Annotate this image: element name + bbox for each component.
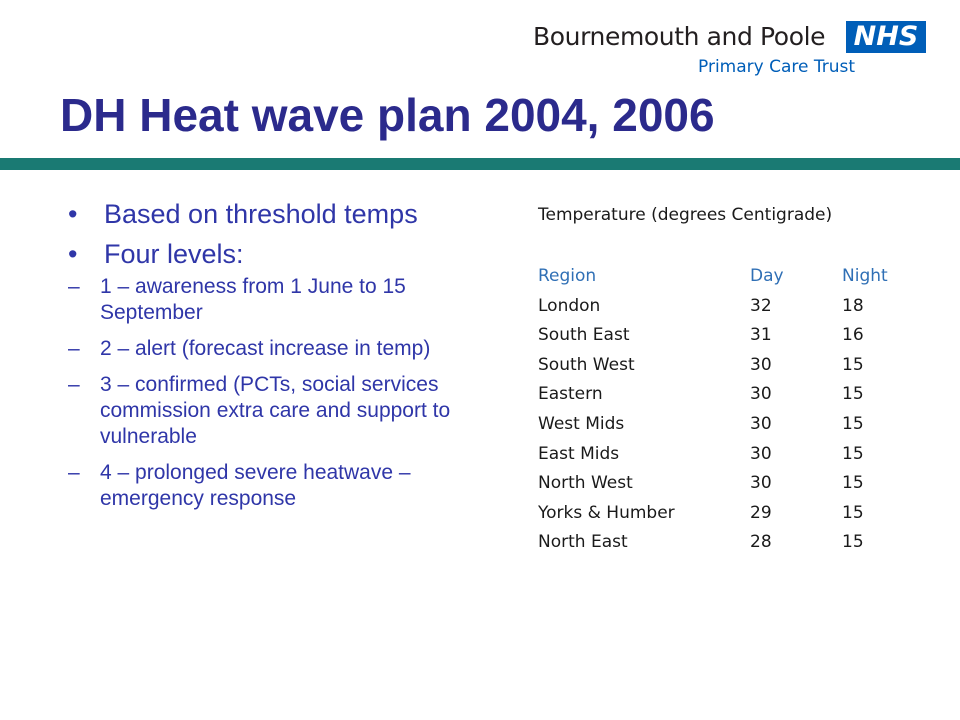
- table-row: London 32 18: [538, 292, 918, 322]
- cell-region: London: [538, 295, 601, 316]
- header-day: Day: [750, 266, 784, 286]
- cell-night: 16: [842, 325, 864, 346]
- dash-marker: –: [68, 373, 80, 396]
- cell-night: 15: [842, 354, 864, 375]
- table-row: South West 30 15: [538, 351, 918, 381]
- cell-day: 30: [750, 384, 772, 405]
- bullet-item: • Four levels: – 1 – awareness from 1 Ju…: [68, 236, 508, 512]
- dash-marker: –: [68, 275, 80, 298]
- table-row: Yorks & Humber 29 15: [538, 499, 918, 529]
- dash-marker: –: [68, 461, 80, 484]
- sub-bullet-text: 3 – confirmed (PCTs, social services com…: [100, 373, 451, 448]
- logo-org-name: Bournemouth and Poole: [533, 22, 826, 51]
- sub-bullet-item: – 4 – prolonged severe heatwave – emerge…: [68, 460, 508, 512]
- cell-day: 29: [750, 502, 772, 523]
- sub-bullet-list: – 1 – awareness from 1 June to 15 Septem…: [68, 274, 508, 512]
- cell-region: Yorks & Humber: [538, 502, 675, 523]
- table-row: North West 30 15: [538, 469, 918, 499]
- cell-region: South West: [538, 354, 635, 375]
- sub-bullet-item: – 2 – alert (forecast increase in temp): [68, 336, 508, 362]
- cell-region: East Mids: [538, 443, 620, 464]
- cell-day: 30: [750, 443, 772, 464]
- table-row: North East 28 15: [538, 528, 918, 558]
- table-row: Eastern 30 15: [538, 380, 918, 410]
- table-row: South East 31 16: [538, 321, 918, 351]
- cell-night: 18: [842, 295, 864, 316]
- cell-night: 15: [842, 443, 864, 464]
- cell-day: 32: [750, 295, 772, 316]
- bullet-list: • Based on threshold temps • Four levels…: [68, 196, 508, 522]
- cell-night: 15: [842, 473, 864, 494]
- cell-night: 15: [842, 413, 864, 434]
- cell-region: South East: [538, 325, 630, 346]
- cell-region: Eastern: [538, 384, 603, 405]
- cell-region: North East: [538, 532, 628, 553]
- cell-day: 28: [750, 532, 772, 553]
- table-header-row: Region Day Night: [538, 262, 918, 292]
- header-region: Region: [538, 266, 597, 286]
- sub-bullet-item: – 1 – awareness from 1 June to 15 Septem…: [68, 274, 508, 326]
- cell-day: 31: [750, 325, 772, 346]
- bullet-marker: •: [68, 199, 78, 229]
- bullet-text: Based on threshold temps: [104, 199, 418, 229]
- sub-bullet-text: 2 – alert (forecast increase in temp): [100, 337, 431, 360]
- table-caption: Temperature (degrees Centigrade): [538, 205, 833, 225]
- dash-marker: –: [68, 337, 80, 360]
- sub-bullet-item: – 3 – confirmed (PCTs, social services c…: [68, 372, 508, 450]
- sub-bullet-text: 4 – prolonged severe heatwave – emergenc…: [100, 461, 411, 510]
- cell-region: North West: [538, 473, 633, 494]
- bullet-marker: •: [68, 239, 78, 269]
- header-night: Night: [842, 266, 888, 286]
- cell-night: 15: [842, 502, 864, 523]
- temperature-table: Temperature (degrees Centigrade) Region …: [538, 204, 918, 558]
- cell-day: 30: [750, 354, 772, 375]
- cell-day: 30: [750, 473, 772, 494]
- logo-subtitle: Primary Care Trust: [698, 57, 856, 77]
- title-divider: [0, 158, 960, 170]
- bullet-item: • Based on threshold temps: [68, 196, 508, 232]
- slide-title: DH Heat wave plan 2004, 2006: [60, 89, 715, 141]
- bullet-text: Four levels:: [104, 239, 244, 269]
- cell-region: West Mids: [538, 413, 625, 434]
- cell-night: 15: [842, 384, 864, 405]
- cell-night: 15: [842, 532, 864, 553]
- cell-day: 30: [750, 413, 772, 434]
- sub-bullet-text: 1 – awareness from 1 June to 15 Septembe…: [100, 275, 406, 324]
- nhs-badge: NHS: [846, 21, 926, 53]
- table-row: West Mids 30 15: [538, 410, 918, 440]
- table-row: East Mids 30 15: [538, 440, 918, 470]
